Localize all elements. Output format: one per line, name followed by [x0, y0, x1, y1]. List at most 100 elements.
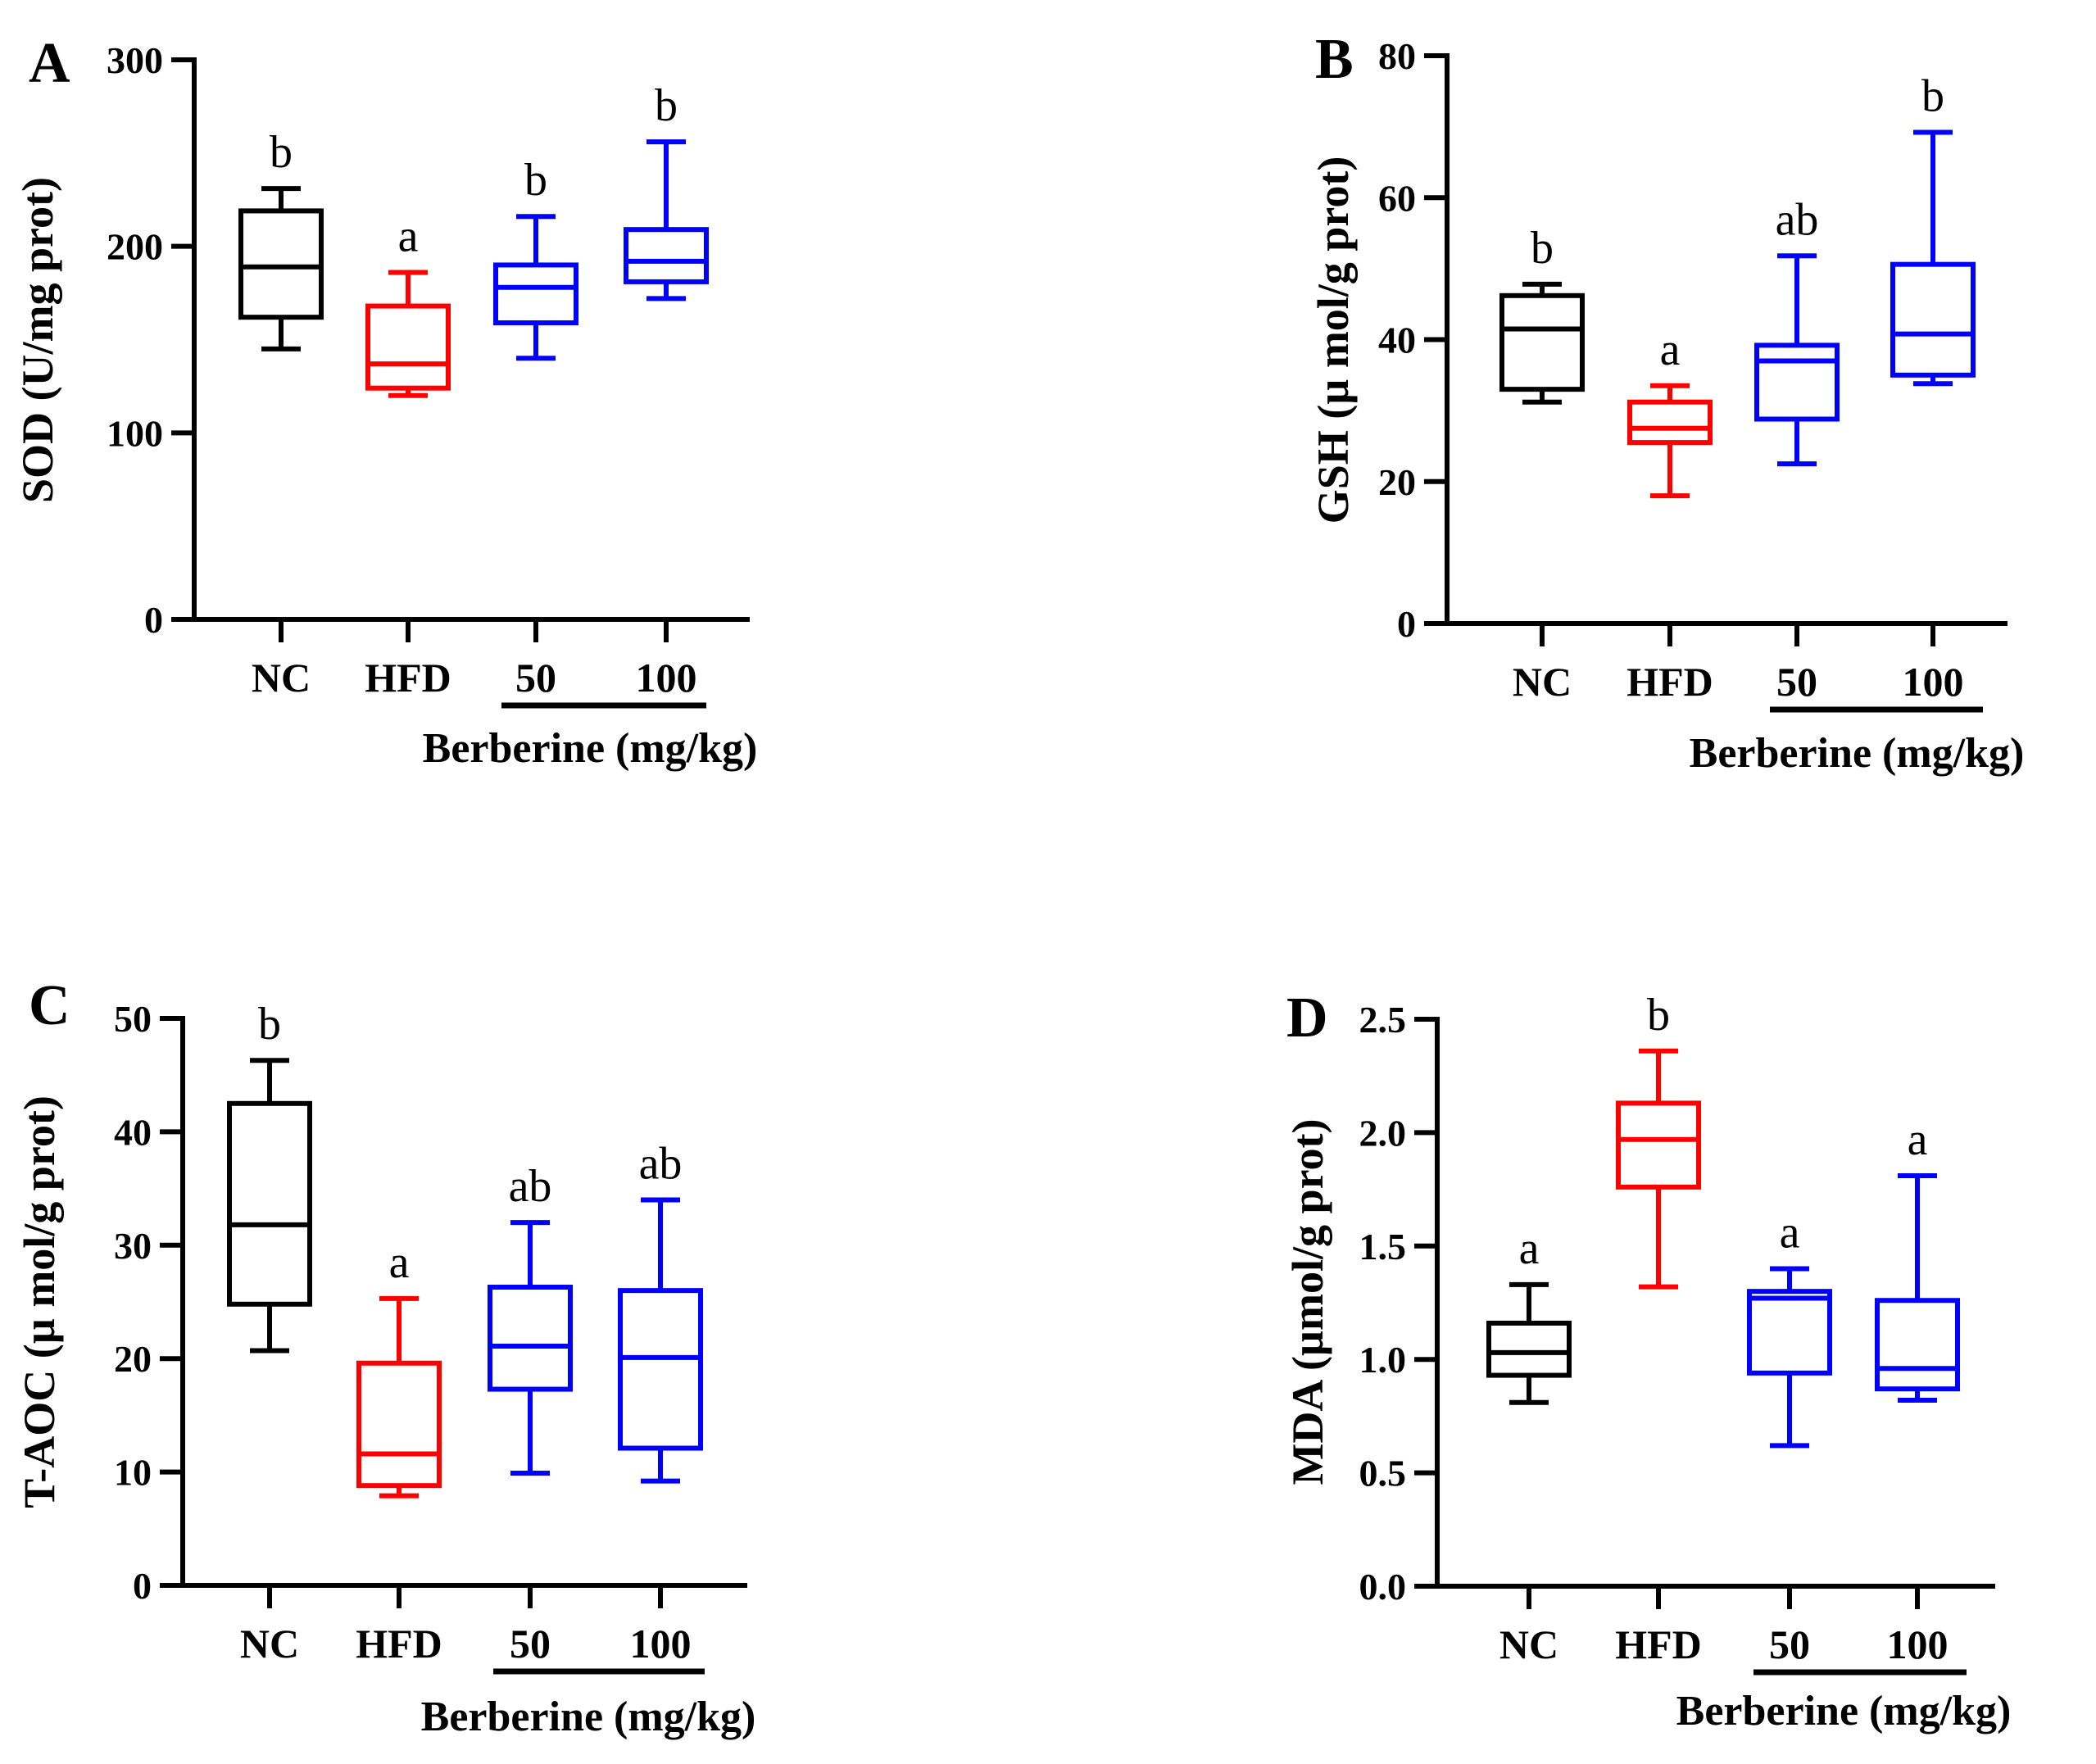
- x-category-label: HFD: [356, 1621, 442, 1667]
- box-iqr: [493, 262, 578, 326]
- panel-a: A 0 100 200 300 SOD (U/mg prot) NC HFD 50 100 Berb…: [13, 32, 757, 772]
- y-tick-label: 2.0: [1359, 1112, 1407, 1154]
- x-category-label: 50: [515, 655, 556, 701]
- box-hfd: a: [365, 211, 451, 398]
- y-tick-label: 80: [1378, 35, 1416, 77]
- panel-d: D 0.0 0.5 1.0 1.5 2.0 2.5 MDA (µmol/g prot) NC HF…: [1283, 986, 2011, 1735]
- box-iqr: [618, 1288, 703, 1451]
- x-category-label: 50: [510, 1621, 551, 1667]
- y-tick-label: 20: [114, 1338, 152, 1380]
- x-category-label: 100: [636, 655, 697, 701]
- y-axis-title: MDA (µmol/g prot): [1283, 1118, 1332, 1485]
- y-tick-label: 0.5: [1359, 1453, 1407, 1494]
- panel-c: C 0 10 20 30 40 50 T-AOC (µ mol/g prot) NC HFD 50 1…: [15, 974, 755, 1740]
- box-100: a: [1875, 1114, 1960, 1403]
- y-tick-label: 0: [133, 1565, 152, 1607]
- box-nc: b: [227, 999, 312, 1354]
- x-category-label: HFD: [365, 655, 451, 701]
- panel-b: B 0 20 40 60 80 GSH (µ mol/g prot) NC HFD 50 100 Be…: [1309, 28, 2024, 777]
- box-iqr: [227, 1100, 312, 1307]
- group-label: Berberine (mg/kg): [421, 1694, 756, 1740]
- box-hfd: a: [356, 1237, 442, 1499]
- panel-letter: C: [29, 974, 70, 1037]
- box-iqr: [1747, 1289, 1832, 1376]
- x-category-label: NC: [240, 1621, 299, 1667]
- y-axis-title: T-AOC (µ mol/g prot): [15, 1095, 64, 1508]
- significance-label: b: [655, 80, 678, 131]
- box-iqr: [1875, 1298, 1960, 1392]
- box-iqr: [1754, 342, 1840, 422]
- box-hfd: a: [1627, 324, 1713, 499]
- box-iqr: [238, 208, 324, 320]
- significance-label: a: [1908, 1114, 1928, 1165]
- box-50: ab: [488, 1161, 573, 1476]
- y-tick-label: 30: [114, 1225, 152, 1267]
- box-iqr: [624, 227, 709, 284]
- significance-label: b: [1647, 990, 1670, 1041]
- y-tick-label: 20: [1378, 461, 1416, 503]
- y-tick-label: 40: [1378, 320, 1416, 361]
- x-category-label: 100: [1903, 659, 1964, 705]
- x-category-label: 100: [1887, 1621, 1949, 1667]
- y-tick-label: 0: [1397, 603, 1416, 645]
- box-100: ab: [618, 1138, 703, 1484]
- significance-label: ab: [639, 1138, 683, 1189]
- y-axis-title: GSH (µ mol/g prot): [1309, 156, 1358, 524]
- y-tick-label: 50: [114, 998, 152, 1040]
- panel-letter: A: [29, 32, 70, 95]
- y-tick-label: 1.5: [1359, 1226, 1407, 1267]
- box-nc: b: [238, 127, 324, 351]
- box-hfd: b: [1616, 990, 1701, 1290]
- y-axis-title: SOD (U/mg prot): [13, 177, 62, 503]
- x-category-label: 50: [1769, 1621, 1810, 1667]
- box-iqr: [365, 303, 451, 391]
- y-tick-label: 60: [1378, 177, 1416, 219]
- significance-label: b: [1531, 223, 1554, 274]
- box-100: b: [1890, 71, 1976, 387]
- significance-label: a: [398, 211, 419, 262]
- y-tick-label: 1.0: [1359, 1339, 1407, 1381]
- panel-letter: D: [1286, 986, 1328, 1050]
- significance-label: a: [389, 1237, 410, 1288]
- y-tick-label: 2.5: [1359, 999, 1407, 1041]
- x-category-label: 100: [630, 1621, 692, 1667]
- box-iqr: [488, 1285, 573, 1392]
- panel-letter: B: [1315, 28, 1354, 91]
- box-50: ab: [1754, 194, 1840, 467]
- box-50: b: [493, 155, 578, 361]
- box-iqr: [1499, 292, 1585, 392]
- box-nc: b: [1499, 223, 1585, 405]
- significance-label: b: [1921, 71, 1944, 122]
- x-category-label: 50: [1776, 659, 1817, 705]
- y-tick-label: 200: [107, 226, 163, 268]
- box-iqr: [1616, 1100, 1701, 1190]
- significance-label: b: [270, 127, 293, 178]
- box-50: a: [1747, 1207, 1832, 1449]
- significance-label: ab: [509, 1161, 552, 1212]
- significance-label: ab: [1776, 194, 1819, 245]
- box-iqr: [1486, 1320, 1572, 1378]
- significance-label: b: [524, 155, 547, 206]
- x-category-label: HFD: [1615, 1621, 1702, 1667]
- box-iqr: [1627, 399, 1713, 446]
- y-tick-label: 300: [107, 39, 163, 81]
- x-category-label: NC: [252, 655, 311, 701]
- significance-label: a: [1780, 1207, 1800, 1258]
- group-label: Berberine (mg/kg): [1690, 730, 2025, 777]
- significance-label: a: [1519, 1223, 1540, 1274]
- box-100: b: [624, 80, 709, 302]
- significance-label: a: [1660, 324, 1681, 375]
- group-label: Berberine (mg/kg): [1676, 1688, 2012, 1735]
- group-label: Berberine (mg/kg): [423, 725, 758, 772]
- x-category-label: NC: [1513, 659, 1572, 705]
- box-nc: a: [1486, 1223, 1572, 1405]
- box-iqr: [356, 1360, 442, 1489]
- box-iqr: [1890, 261, 1976, 378]
- y-tick-label: 40: [114, 1111, 152, 1153]
- y-tick-label: 100: [107, 412, 163, 454]
- x-category-label: HFD: [1626, 659, 1713, 705]
- y-tick-label: 0.0: [1359, 1566, 1407, 1608]
- y-tick-label: 0: [144, 599, 163, 641]
- significance-label: b: [258, 999, 281, 1050]
